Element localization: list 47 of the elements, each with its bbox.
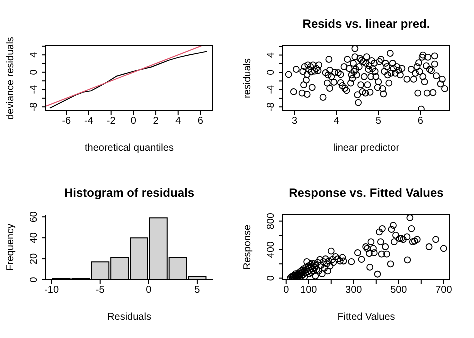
chart-title: Resids vs. linear pred. <box>302 17 432 31</box>
x-tick-label: 5 <box>194 285 201 296</box>
x-tick-label: 3 <box>292 116 298 128</box>
y-tick-label: 40 <box>29 232 40 244</box>
x-tick-label: -4 <box>84 116 94 128</box>
line-series <box>49 51 208 109</box>
y-axis-title: residuals <box>242 58 254 99</box>
x-axis-title: theoretical quantiles <box>85 143 174 154</box>
y-tick-label: -8 <box>29 102 40 112</box>
x-tick-label: 500 <box>390 285 408 296</box>
x-axis-title: Residuals <box>108 312 152 323</box>
x-tick-label: -2 <box>106 116 116 128</box>
y-tick-label: 4 <box>266 52 277 58</box>
x-tick-label: 0 <box>146 285 152 296</box>
x-axis-title: linear predictor <box>333 143 400 154</box>
y-tick-label: 800 <box>266 212 277 230</box>
x-tick-label: -10 <box>44 285 60 296</box>
x-tick-label: 0 <box>284 285 290 296</box>
x-tick-label: 4 <box>334 116 340 128</box>
chart-title: Histogram of residuals <box>63 186 196 200</box>
x-tick-label: 100 <box>300 285 318 296</box>
y-axis-title: Frequency <box>6 224 17 272</box>
y-tick-label: 0 <box>29 69 40 76</box>
y-tick-label: 400 <box>266 241 277 258</box>
x-tick-label: 5 <box>376 116 382 128</box>
y-tick-label: 0 <box>29 276 40 283</box>
x-tick-label: 4 <box>176 116 182 128</box>
y-tick-label: -4 <box>29 84 40 94</box>
y-tick-label: 20 <box>29 253 40 265</box>
y-tick-label: 4 <box>29 52 40 58</box>
x-tick-label: 0 <box>130 116 137 128</box>
x-tick-label: 6 <box>198 116 204 128</box>
x-tick-label: 300 <box>346 285 363 296</box>
x-tick-label: 2 <box>153 116 160 128</box>
y-tick-label: 0 <box>266 275 277 282</box>
y-tick-label: 0 <box>266 69 277 76</box>
x-tick-label: -5 <box>96 285 106 296</box>
x-tick-label: 6 <box>418 116 424 128</box>
y-axis-title: deviance residuals <box>6 37 17 120</box>
y-axis-title: Response <box>242 224 254 270</box>
y-tick-label: -4 <box>266 84 277 94</box>
x-tick-label: -6 <box>62 116 72 128</box>
x-tick-label: 700 <box>436 285 453 296</box>
chart-title: Response vs. Fitted Values <box>288 186 445 200</box>
x-axis-title: Fitted Values <box>338 312 396 323</box>
y-tick-label: 60 <box>29 211 40 223</box>
y-tick-label: -8 <box>266 102 277 112</box>
